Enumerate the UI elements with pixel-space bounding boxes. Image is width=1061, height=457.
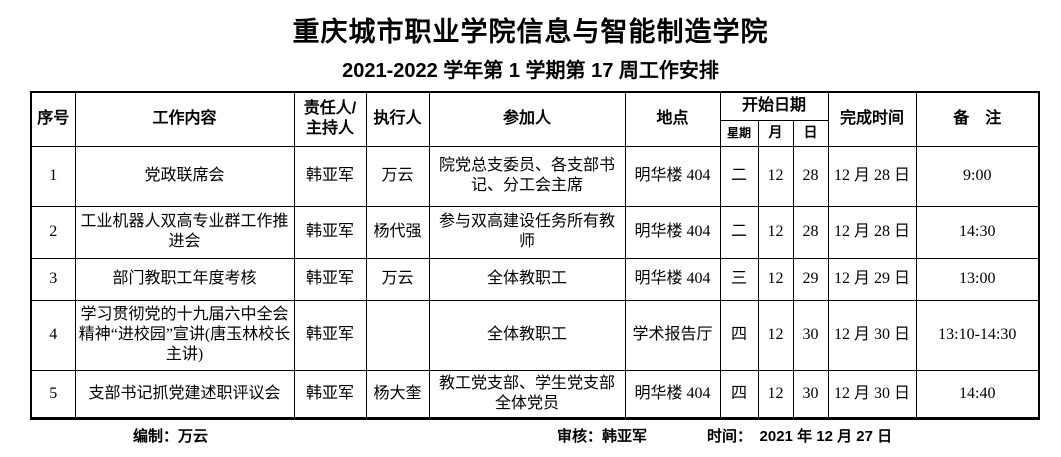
document-time: 时间： 2021 年 12 月 27 日 [707,425,892,446]
cell-finish_time: 12 月 30 日 [827,299,917,371]
cell-weekday: 三 [719,257,759,301]
reviewed-label: 审核： [557,427,603,445]
table-row: 2 工业机器人双高专业群工作推进会 韩亚军 杨代强 参与双高建设任务所有教师 明华楼 40… [30,205,1040,259]
document-title: 重庆城市职业学院信息与智能制造学院 [292,17,769,47]
cell-day: 30 [792,299,829,371]
header-content: 工作内容 [74,91,295,147]
cell-seq: 3 [30,257,76,301]
document-subtitle: 2021-2022 学年第 1 学期第 17 周工作安排 [342,60,719,82]
header-seq: 序号 [30,91,76,147]
cell-seq: 1 [30,145,76,207]
cell-weekday: 二 [719,145,759,207]
schedule-table: 序号 工作内容 责任人/主持人 执行人 参加人 地点 开始日期 完成时间 备 注… [30,91,1040,420]
cell-weekday: 四 [719,369,759,419]
cell-content: 党政联席会 [74,145,295,207]
cell-remarks: 14:30 [915,205,1040,259]
prepared-label: 编制： [133,427,179,445]
cell-responsible: 韩亚军 [293,369,367,419]
cell-executor: 杨大奎 [365,369,430,419]
header-finish-time: 完成时间 [827,91,917,147]
cell-responsible: 韩亚军 [293,145,367,207]
cell-month: 12 [757,369,794,419]
cell-location: 明华楼 404 [624,257,721,301]
cell-remarks: 9:00 [915,145,1040,207]
cell-content: 学习贯彻党的十九届六中全会精神“进校园”宣讲(唐玉林校长主讲) [74,299,295,371]
cell-executor: 万云 [365,145,430,207]
cell-finish_time: 12 月 28 日 [827,145,917,207]
work-schedule-document: 重庆城市职业学院信息与智能制造学院 2021-2022 学年第 1 学期第 17… [0,10,1061,457]
table-row: 3 部门教职工年度考核 韩亚军 万云 全体教职工 明华楼 404 三 12 29 12 月 29 … [30,257,1040,301]
header-weekday: 星期 [719,119,759,147]
cell-remarks: 14:40 [915,369,1040,419]
cell-content: 支部书记抓党建述职评议会 [74,369,295,419]
cell-participants: 全体教职工 [428,299,626,371]
time-value: 2021 年 12 月 27 日 [759,427,893,445]
cell-executor [365,299,430,371]
reviewed-by: 审核：韩亚军 [557,425,647,446]
cell-weekday: 四 [719,299,759,371]
table-row: 1 党政联席会 韩亚军 万云 院党总支委员、各支部书记、分工会主席 明华楼 404 二 12 2… [30,145,1040,207]
cell-seq: 5 [30,369,76,419]
header-executor: 执行人 [365,91,430,147]
table-body: 1 党政联席会 韩亚军 万云 院党总支委员、各支部书记、分工会主席 明华楼 404 二 12 2… [30,145,1040,419]
cell-weekday: 二 [719,205,759,259]
header-participants: 参加人 [428,91,626,147]
cell-day: 28 [792,145,829,207]
cell-responsible: 韩亚军 [293,299,367,371]
cell-month: 12 [757,257,794,301]
cell-participants: 教工党支部、学生党支部全体党员 [428,369,626,419]
cell-seq: 2 [30,205,76,259]
header-location: 地点 [624,91,721,147]
cell-location: 明华楼 404 [624,145,721,207]
cell-seq: 4 [30,299,76,371]
cell-participants: 全体教职工 [428,257,626,301]
header-responsible: 责任人/主持人 [293,91,367,147]
cell-responsible: 韩亚军 [293,257,367,301]
header-month: 月 [757,119,794,147]
cell-executor: 万云 [365,257,430,301]
cell-remarks: 13:10-14:30 [915,299,1040,371]
cell-content: 工业机器人双高专业群工作推进会 [74,205,295,259]
cell-month: 12 [757,299,794,371]
time-label: 时间： [707,427,745,445]
prepared-by: 编制：万云 [133,425,208,446]
header-start-date: 开始日期 [719,91,829,121]
cell-finish_time: 12 月 29 日 [827,257,917,301]
header-remarks: 备 注 [915,91,1040,147]
cell-participants: 参与双高建设任务所有教师 [428,205,626,259]
cell-finish_time: 12 月 28 日 [827,205,917,259]
cell-participants: 院党总支委员、各支部书记、分工会主席 [428,145,626,207]
cell-day: 28 [792,205,829,259]
reviewed-value: 韩亚军 [602,427,648,445]
cell-location: 明华楼 404 [624,205,721,259]
cell-location: 明华楼 404 [624,369,721,419]
cell-day: 30 [792,369,829,419]
cell-responsible: 韩亚军 [293,205,367,259]
cell-month: 12 [757,145,794,207]
cell-month: 12 [757,205,794,259]
cell-location: 学术报告厅 [624,299,721,371]
table-row: 4 学习贯彻党的十九届六中全会精神“进校园”宣讲(唐玉林校长主讲) 韩亚军 全体教职工… [30,299,1040,371]
cell-executor: 杨代强 [365,205,430,259]
header-day: 日 [792,119,829,147]
cell-finish_time: 12 月 30 日 [827,369,917,419]
document-footer: 编制：万云 审核：韩亚军 时间： 2021 年 12 月 27 日 [0,423,1061,451]
cell-content: 部门教职工年度考核 [74,257,295,301]
cell-remarks: 13:00 [915,257,1040,301]
table-row: 5 支部书记抓党建述职评议会 韩亚军 杨大奎 教工党支部、学生党支部全体党员 明华楼 40… [30,369,1040,419]
cell-day: 29 [792,257,829,301]
prepared-value: 万云 [178,427,209,445]
